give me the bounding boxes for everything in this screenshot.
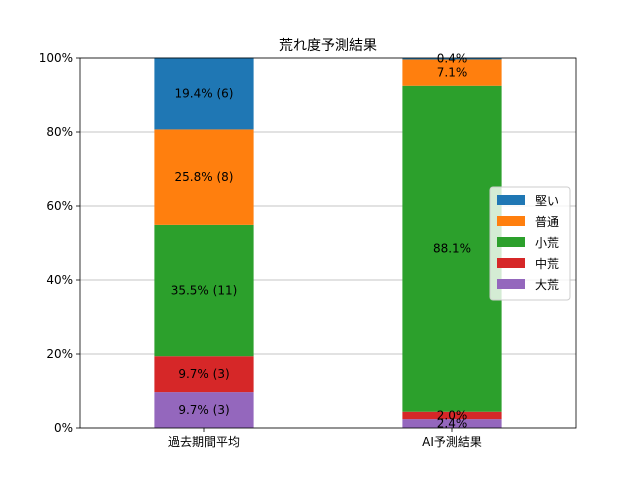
legend-swatch [497, 195, 525, 205]
y-tick-label: 100% [39, 51, 73, 65]
legend-label: 小荒 [535, 236, 559, 250]
legend-label: 中荒 [535, 256, 559, 271]
y-tick-label: 40% [46, 273, 73, 287]
bar-segment [154, 224, 254, 357]
legend-frame [489, 186, 571, 301]
bars [154, 57, 502, 428]
bar-segment [402, 85, 502, 412]
plot-frame [79, 57, 577, 429]
bar-segment [154, 392, 254, 428]
data-label: 19.4% (6) [175, 87, 234, 101]
legend-swatch [497, 258, 525, 268]
data-label: 25.8% (8) [175, 170, 234, 184]
data-label: 9.7% (3) [178, 367, 229, 381]
data-label: 2.4% [437, 417, 468, 431]
y-tick-label: 80% [46, 125, 73, 139]
x-tick-label: 過去期間平均 [168, 435, 240, 449]
bar-segment [402, 411, 502, 420]
bar-segment [402, 419, 502, 428]
y-tick-label: 0% [54, 421, 73, 435]
data-label: 0.4% [437, 52, 468, 66]
bar-segment [402, 58, 502, 60]
chart-title: 荒れ度予測結果 [279, 38, 377, 54]
y-tick-label: 20% [46, 347, 73, 361]
data-label: 7.1% [437, 66, 468, 80]
legend-label: 堅い [535, 194, 559, 208]
bar-segment [402, 59, 502, 86]
legend-swatch [497, 216, 525, 226]
bar-segment [154, 129, 254, 225]
data-label: 2.0% [437, 408, 468, 422]
axes: 0% 20% 40% 60% 80% 100% 過去期間平均 AI予測結果 [39, 51, 577, 449]
legend-swatch [497, 279, 525, 289]
x-tick-label: AI予測結果 [422, 435, 482, 449]
legend-label: 大荒 [535, 278, 559, 292]
legend-swatch [497, 237, 525, 247]
data-label: 35.5% (11) [171, 284, 238, 298]
data-labels: 9.7% (3) 9.7% (3) 35.5% (11) 25.8% (8) 19.4%… [171, 52, 471, 431]
legend-label: 普通 [535, 215, 559, 229]
bar-segment [154, 356, 254, 393]
y-tick-label: 60% [46, 199, 73, 213]
data-label: 9.7% (3) [178, 403, 229, 417]
data-label: 88.1% [433, 242, 471, 256]
bar-segment [154, 57, 254, 130]
